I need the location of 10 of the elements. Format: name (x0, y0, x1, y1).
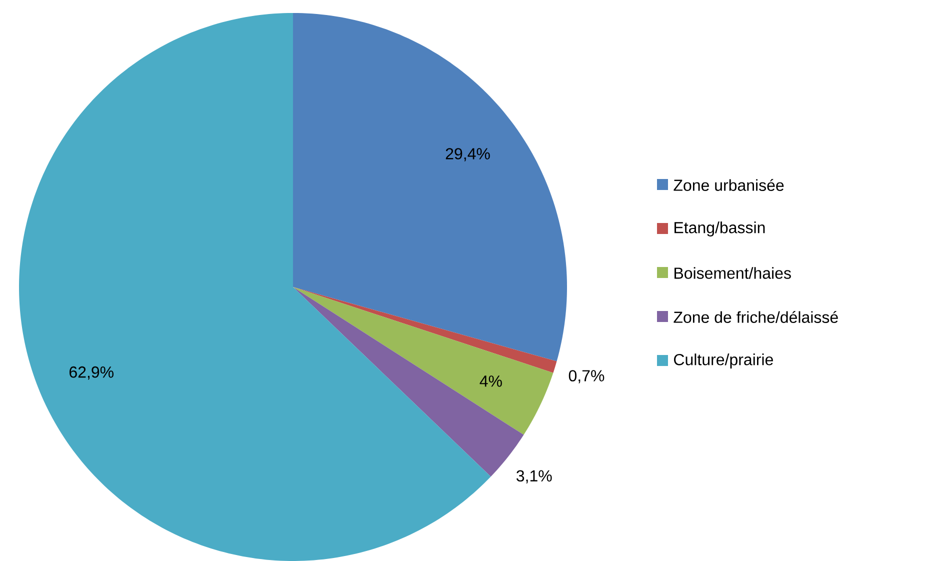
data-label: 3,1% (516, 470, 552, 484)
legend-label: Boisement/haies (674, 267, 791, 279)
legend-label: Etang/bassin (674, 222, 765, 236)
data-label: 4% (480, 376, 502, 387)
legend-label: Culture/prairie (674, 354, 773, 368)
data-label: 62,9% (70, 366, 114, 380)
data-label: 0,7% (568, 370, 604, 384)
data-label: 29,4% (446, 148, 490, 162)
legend-label: Zone de friche/délaissé (674, 311, 838, 323)
legend-label: Zone urbanisée (674, 179, 784, 191)
